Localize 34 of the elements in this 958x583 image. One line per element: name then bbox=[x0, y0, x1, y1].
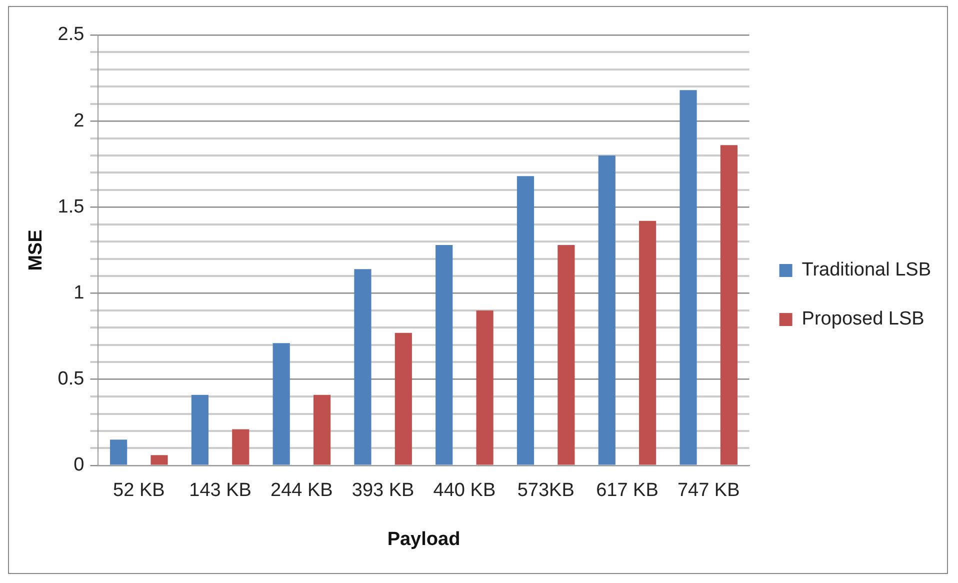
bar bbox=[232, 429, 250, 465]
x-tick-label: 747 KB bbox=[677, 480, 740, 502]
bar bbox=[272, 343, 290, 465]
x-axis-title: Payload bbox=[387, 528, 460, 550]
bar bbox=[191, 394, 208, 465]
bar bbox=[313, 394, 331, 465]
x-tick-label: 393 KB bbox=[352, 480, 414, 502]
y-axis-title: MSE bbox=[26, 230, 47, 271]
y-tick-label: 1.5 bbox=[58, 196, 84, 218]
bar bbox=[639, 220, 656, 465]
bar bbox=[150, 455, 168, 465]
y-tick-label: 0.5 bbox=[58, 368, 84, 390]
bar bbox=[558, 245, 575, 465]
bar bbox=[394, 332, 412, 465]
bar bbox=[436, 245, 453, 465]
y-tick-label: 2.5 bbox=[58, 24, 84, 46]
x-tick-label: 573KB bbox=[517, 480, 574, 502]
x-tick-label: 440 KB bbox=[433, 480, 496, 502]
x-tick-label: 617 KB bbox=[596, 480, 658, 502]
y-tick-label: 0 bbox=[74, 454, 84, 476]
x-tick-label: 52 KB bbox=[113, 480, 165, 502]
x-tick-label: 244 KB bbox=[270, 480, 333, 502]
bar bbox=[720, 145, 738, 465]
bar bbox=[516, 176, 534, 465]
bar bbox=[476, 310, 494, 465]
bar bbox=[354, 269, 372, 465]
legend-label: Proposed LSB bbox=[802, 308, 924, 330]
legend-label: Traditional LSB bbox=[802, 260, 932, 281]
y-tick-label: 1 bbox=[74, 282, 84, 304]
bar bbox=[680, 90, 697, 465]
x-tick-label: 143 KB bbox=[189, 480, 252, 502]
bar bbox=[598, 156, 616, 465]
y-tick-label: 2 bbox=[74, 110, 84, 132]
bar bbox=[110, 440, 128, 465]
